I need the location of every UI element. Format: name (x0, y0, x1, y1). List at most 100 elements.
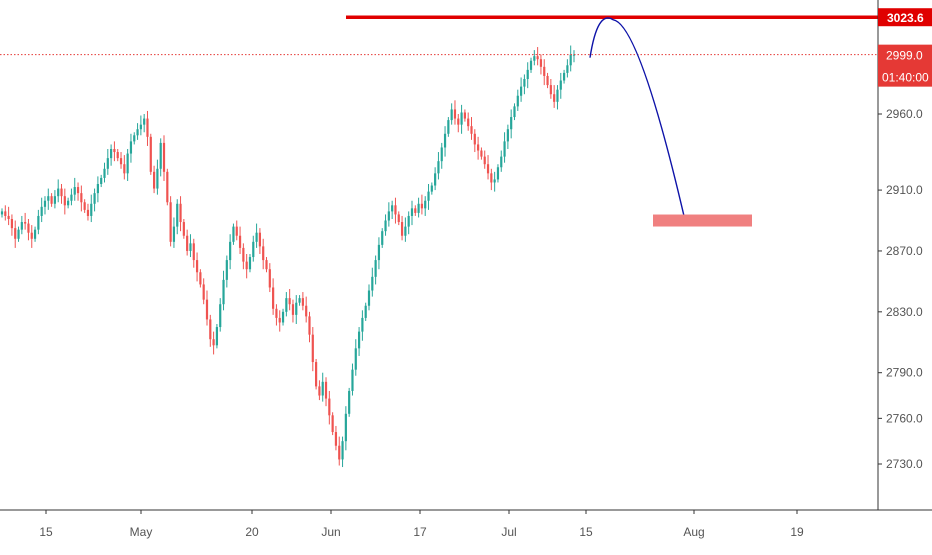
candle (169, 196, 172, 247)
candle-body (364, 305, 367, 318)
candle (480, 147, 483, 160)
candle (215, 324, 219, 349)
candle (357, 327, 361, 356)
candle-body (199, 272, 202, 285)
candle (308, 311, 311, 343)
candle-body (361, 317, 364, 332)
candle (348, 387, 351, 417)
candle (116, 149, 119, 162)
candle (90, 194, 93, 223)
candle-body (47, 196, 50, 201)
candle (288, 289, 291, 311)
candle-body (20, 222, 23, 230)
candle (562, 69, 566, 84)
candle (427, 184, 430, 210)
candle (543, 59, 546, 86)
candle-body (477, 144, 480, 151)
candle-body (463, 112, 466, 119)
candle (572, 50, 576, 63)
candle (321, 372, 324, 402)
candle (331, 412, 334, 436)
candle-body (400, 222, 404, 236)
candle (14, 220, 17, 248)
candle (536, 47, 539, 66)
candle (47, 188, 50, 210)
candle-body (470, 126, 473, 134)
candle (4, 205, 7, 221)
x-tick-label: Jul (501, 525, 516, 539)
candle-body (500, 156, 503, 168)
candle-body (566, 65, 569, 73)
candle (483, 150, 486, 169)
candle-body (229, 241, 232, 261)
candle-body (348, 390, 351, 414)
candle-body (242, 247, 245, 262)
candle-body (195, 260, 199, 273)
candle-body (212, 339, 215, 346)
candle-body (10, 219, 14, 229)
candle (523, 74, 526, 95)
candle (546, 72, 549, 89)
candle-body (427, 191, 430, 201)
candle-body (215, 327, 219, 346)
candle (516, 89, 519, 111)
candle-body (556, 89, 559, 102)
candle (281, 308, 285, 326)
candle-body (407, 215, 410, 227)
candle (318, 380, 321, 401)
candle-body (318, 386, 321, 396)
candle (324, 377, 328, 407)
candle-body (258, 232, 261, 247)
candle-body (182, 222, 185, 236)
candle (176, 199, 179, 235)
candle-body (533, 56, 536, 61)
candle (496, 164, 500, 183)
candle (298, 295, 301, 306)
projection-curve[interactable] (589, 17, 685, 217)
candle (453, 100, 457, 125)
candle (539, 54, 543, 75)
x-tick-label: 19 (790, 525, 804, 539)
candle (119, 152, 123, 169)
y-tick-label: 2870.0 (886, 244, 923, 258)
candle-body (311, 334, 314, 363)
candle (278, 310, 281, 332)
resistance-price-tag (878, 8, 932, 27)
candle (351, 363, 354, 396)
candle-body (301, 298, 304, 306)
candle (556, 85, 559, 110)
candle-body (536, 56, 539, 60)
candle (328, 390, 331, 425)
candle-body (30, 232, 33, 239)
candle (553, 85, 556, 108)
candle (265, 257, 268, 273)
candle (311, 327, 314, 372)
candle-body (453, 109, 457, 119)
candle-body (116, 152, 119, 159)
candle-body (57, 188, 60, 197)
candle-body (430, 185, 433, 192)
candle-body (152, 171, 156, 189)
candle-body (146, 118, 149, 137)
candle (457, 114, 460, 133)
y-tick-label: 2960.0 (886, 107, 923, 121)
candle (460, 104, 463, 134)
candle (179, 196, 182, 232)
candle-body (169, 202, 172, 242)
candle (106, 149, 109, 175)
candle (493, 171, 496, 192)
candle-body (50, 196, 53, 204)
candle-body (513, 106, 516, 118)
candle-body (106, 158, 109, 169)
candle (212, 331, 215, 355)
candle (238, 226, 242, 254)
candle-body (205, 299, 209, 320)
candle (110, 144, 113, 166)
candle (192, 238, 195, 268)
target-zone-box[interactable] (653, 214, 752, 227)
candle-body (539, 59, 543, 67)
candle-body (162, 142, 166, 172)
candle-body (493, 179, 496, 183)
candle (470, 117, 473, 140)
